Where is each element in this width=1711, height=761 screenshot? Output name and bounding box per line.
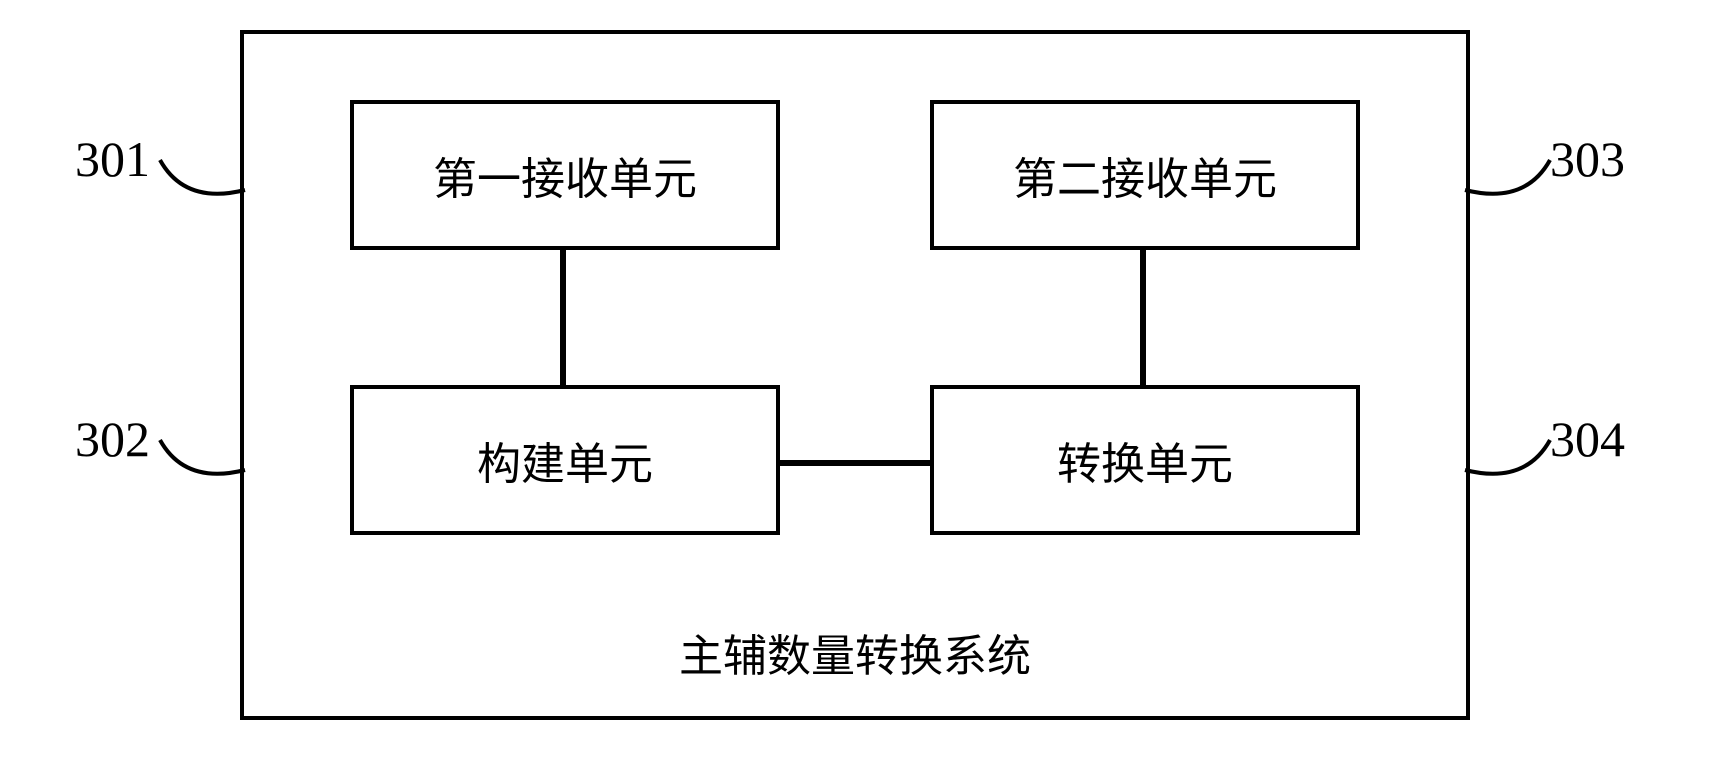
diagram-container: 第一接收单元 第二接收单元 构建单元 转换单元 主辅数量转换系统 bbox=[240, 30, 1470, 720]
callout-label-302: 302 bbox=[75, 410, 150, 468]
leader-304 bbox=[1455, 430, 1555, 490]
callout-label-301: 301 bbox=[75, 130, 150, 188]
node-label: 转换单元 bbox=[1057, 428, 1233, 492]
leader-301 bbox=[155, 150, 255, 210]
callout-label-303: 303 bbox=[1550, 130, 1625, 188]
node-construction-unit: 构建单元 bbox=[350, 385, 780, 535]
callout-label-304: 304 bbox=[1550, 410, 1625, 468]
node-label: 第二接收单元 bbox=[1013, 143, 1277, 207]
node-second-receiving-unit: 第二接收单元 bbox=[930, 100, 1360, 250]
system-title: 主辅数量转换系统 bbox=[240, 620, 1470, 684]
edge-301-302 bbox=[560, 250, 566, 385]
node-label: 构建单元 bbox=[477, 428, 653, 492]
edge-302-304 bbox=[780, 460, 930, 466]
leader-303 bbox=[1455, 150, 1555, 210]
node-first-receiving-unit: 第一接收单元 bbox=[350, 100, 780, 250]
leader-302 bbox=[155, 430, 255, 490]
node-conversion-unit: 转换单元 bbox=[930, 385, 1360, 535]
edge-303-304 bbox=[1140, 250, 1146, 385]
node-label: 第一接收单元 bbox=[433, 143, 697, 207]
